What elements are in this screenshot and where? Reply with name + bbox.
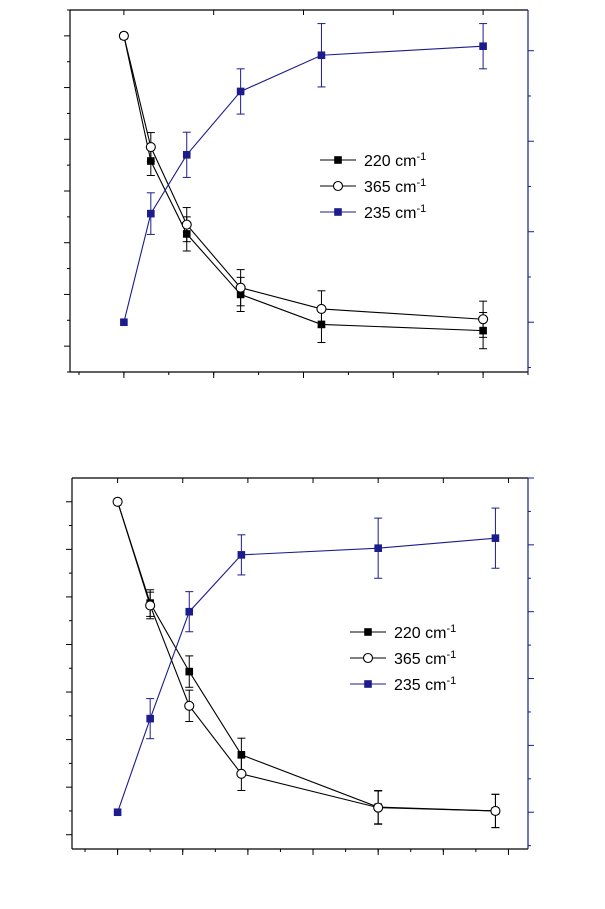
series-1 (112, 496, 501, 829)
data-point (237, 551, 246, 559)
data-point (491, 534, 500, 542)
legend-marker (364, 628, 372, 636)
data-point (478, 314, 489, 325)
legend-label: 365 cm-1 (364, 177, 426, 196)
data-point (490, 805, 501, 816)
series-line (123, 35, 484, 332)
data-point (185, 607, 194, 616)
legend-label: 220 cm-1 (364, 151, 426, 170)
legend-marker (334, 208, 342, 216)
data-point (317, 51, 326, 60)
legend-label: 365 cm-1 (394, 649, 456, 668)
legend: 220 cm-1 365 cm-1 235 cm-1 (350, 623, 456, 694)
series-line (117, 501, 496, 812)
data-point (145, 600, 156, 611)
data-point (182, 151, 191, 159)
data-point (118, 30, 129, 41)
data-point (145, 141, 156, 153)
legend-marker (362, 652, 374, 664)
data-point (185, 667, 194, 676)
chart-panel-a: 220 cm-1 365 cm-1 235 cm-1 (64, 9, 534, 378)
series-2 (120, 23, 488, 327)
data-point (146, 714, 154, 723)
legend-label: 220 cm-1 (394, 623, 456, 642)
data-point (236, 768, 247, 779)
data-point (479, 42, 487, 50)
series-1 (118, 30, 489, 338)
data-point (120, 318, 128, 327)
data-point (373, 802, 384, 813)
legend-label: 235 cm-1 (364, 203, 426, 222)
data-point (237, 751, 246, 759)
series-line (117, 537, 496, 813)
legend-marker (364, 680, 372, 688)
data-point (235, 282, 246, 293)
data-point (112, 496, 123, 507)
chart-panel-b: 220 cm-1 365 cm-1 235 cm-1 (66, 477, 534, 855)
data-point (184, 700, 195, 711)
series-0 (120, 32, 488, 350)
data-point (113, 808, 122, 817)
data-point (316, 303, 327, 314)
series-line (123, 35, 484, 320)
series-2 (113, 507, 500, 817)
data-point (374, 544, 382, 552)
series-line (123, 45, 484, 323)
data-point (181, 219, 192, 230)
data-point (147, 209, 155, 218)
legend-label: 235 cm-1 (394, 675, 456, 694)
data-point (236, 87, 245, 96)
legend-marker (334, 156, 342, 164)
legend: 220 cm-1 365 cm-1 235 cm-1 (320, 151, 426, 222)
legend-marker (332, 180, 344, 192)
